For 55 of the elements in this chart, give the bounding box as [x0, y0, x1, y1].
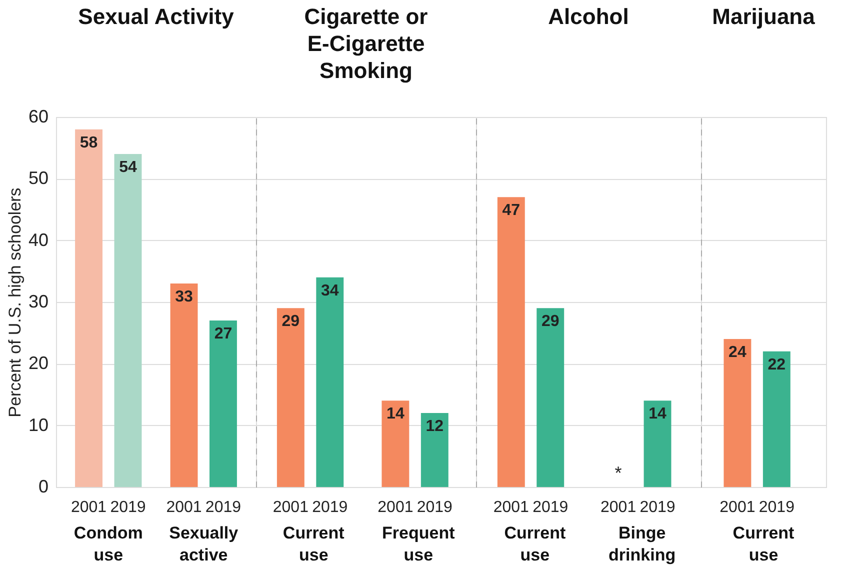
x-tick-label: Binge drinking [608, 524, 676, 564]
bar [75, 129, 102, 487]
data-label: 33 [175, 288, 194, 306]
x-tick-label: Current use [504, 524, 566, 564]
bar [382, 400, 410, 487]
y-tick-label: 10 [28, 414, 48, 435]
data-label: 54 [119, 159, 137, 176]
y-tick-label: 20 [28, 353, 48, 374]
series-label: 2001 [720, 499, 756, 516]
bar [316, 277, 344, 487]
data-label: 47 [502, 202, 520, 220]
bar [210, 320, 237, 487]
data-label: 58 [80, 134, 98, 152]
series-label: 2019 [758, 499, 795, 516]
x-tick-label: Frequent use [382, 524, 456, 564]
y-tick-label: 50 [28, 168, 48, 188]
bar [114, 154, 142, 487]
series-label: 2019 [312, 499, 348, 516]
x-tick-label: Sexually active [169, 524, 239, 564]
y-tick-label: 30 [28, 292, 48, 312]
series-label: 2019 [110, 499, 146, 516]
text: 2001 [600, 499, 636, 516]
x-tick-label: Condom use [74, 524, 143, 564]
bar [276, 308, 304, 487]
x-tick-label: Current use [732, 524, 795, 564]
data-label: 34 [320, 282, 339, 300]
data-label: 12 [426, 418, 444, 435]
data-label: 14 [386, 406, 404, 423]
series-label: 2001 [272, 499, 309, 516]
chart-title: Cigarette or E-Cigarette Smoking [304, 4, 428, 83]
text: 2001 [378, 499, 414, 516]
data-label: 29 [541, 313, 560, 330]
y-tick-label: 0 [38, 476, 48, 496]
data-label: 27 [214, 326, 232, 342]
series-label: 2001 [493, 499, 530, 516]
text: 2001 [166, 499, 202, 516]
y-tick-label: 60 [28, 106, 48, 126]
data-label: 24 [728, 344, 746, 361]
data-label: 14 [648, 406, 667, 423]
text: 2019 [205, 499, 242, 516]
chart-title: Marijuana [712, 4, 816, 29]
chart-title: Sexual Activity [78, 4, 235, 29]
text: 2019 [416, 499, 452, 516]
series-label: 2001 [70, 499, 107, 516]
chart-title: Alcohol [548, 4, 629, 29]
y-axis-title: Percent of U.S. high schoolers [5, 188, 24, 418]
text: * [614, 463, 622, 483]
y-tick-label: 40 [28, 230, 48, 250]
text: 2019 [640, 499, 676, 516]
bar [420, 413, 448, 487]
series-label: 2019 [532, 499, 568, 516]
data-label: 22 [768, 356, 786, 374]
data-label: 29 [282, 313, 300, 330]
x-tick-label: Current use [282, 524, 345, 564]
bar [170, 284, 198, 487]
